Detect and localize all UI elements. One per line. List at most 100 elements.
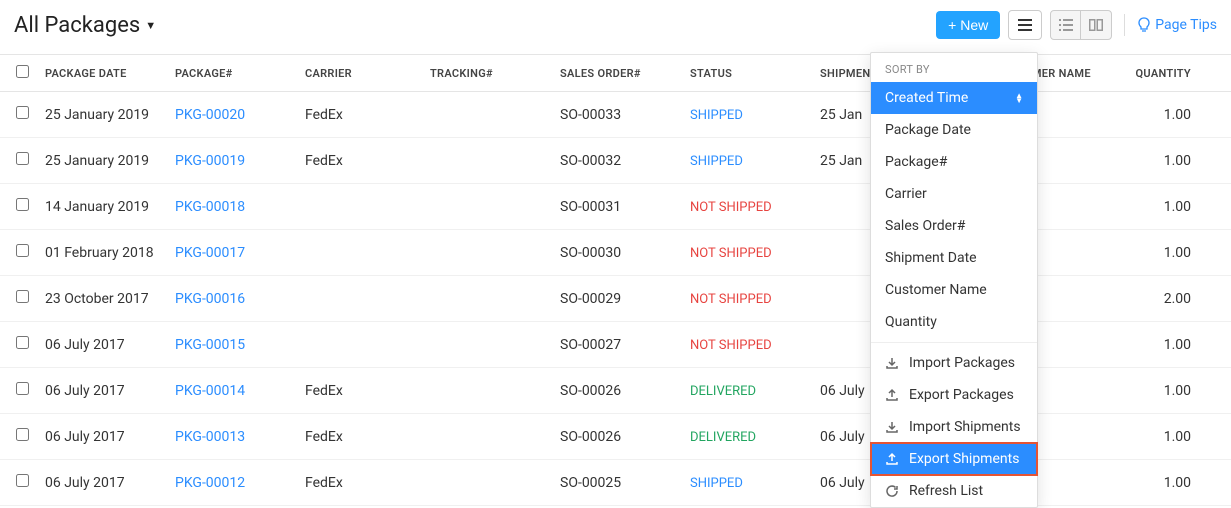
- cell-sales-order: SO-00033: [552, 92, 682, 138]
- select-all-checkbox[interactable]: [16, 65, 29, 78]
- row-checkbox[interactable]: [16, 152, 29, 165]
- column-header-package-num[interactable]: PACKAGE#: [167, 55, 297, 92]
- table-row[interactable]: 23 October 2017PKG-00016SO-00029NOT SHIP…: [0, 276, 1231, 322]
- cell-quantity: 1.00: [1107, 138, 1231, 184]
- sort-option-carrier[interactable]: Carrier: [871, 178, 1037, 210]
- page-title-dropdown[interactable]: All Packages ▼: [14, 13, 156, 38]
- column-header-package-date[interactable]: PACKAGE DATE: [37, 55, 167, 92]
- package-link[interactable]: PKG-00015: [175, 337, 245, 353]
- toolbar: + New Page Tips: [936, 10, 1217, 40]
- cell-package-date: 14 January 2019: [37, 184, 167, 230]
- sort-option-quantity[interactable]: Quantity: [871, 306, 1037, 338]
- action-label: Import Packages: [909, 355, 1015, 371]
- sort-option-package-num[interactable]: Package#: [871, 146, 1037, 178]
- toolbar-divider: [1124, 14, 1125, 36]
- export-icon: [885, 452, 899, 466]
- cell-carrier: FedEx: [297, 138, 422, 184]
- cell-carrier: [297, 230, 422, 276]
- column-header-status[interactable]: STATUS: [682, 55, 812, 92]
- cell-package-date: 06 July 2017: [37, 368, 167, 414]
- cell-quantity: 1.00: [1107, 460, 1231, 506]
- menu-button[interactable]: [1008, 10, 1042, 40]
- table-row[interactable]: 14 January 2019 PKG-00018 SO-00031 NOT SHIP…: [0, 184, 1231, 230]
- package-link[interactable]: PKG-00014: [175, 383, 245, 399]
- cell-sales-order: SO-00025: [552, 460, 682, 506]
- cell-tracking: [422, 414, 552, 460]
- cell-tracking: [422, 322, 552, 368]
- table-row[interactable]: 01 February 2018PKG-00017SO-00030NOT SHI…: [0, 230, 1231, 276]
- kanban-view-button[interactable]: [1081, 11, 1111, 39]
- action-import-shipments[interactable]: Import Shipments: [871, 411, 1037, 443]
- status-badge: SHIPPED: [690, 108, 743, 123]
- cell-tracking: [422, 460, 552, 506]
- column-header-sales-order[interactable]: SALES ORDER#: [552, 55, 682, 92]
- cell-tracking: [422, 138, 552, 184]
- sort-option-shipment-date[interactable]: Shipment Date: [871, 242, 1037, 274]
- cell-quantity: 1.00: [1107, 414, 1231, 460]
- status-badge: NOT SHIPPED: [690, 292, 772, 307]
- table-row[interactable]: 06 July 2017PKG-00015SO-00027NOT SHIPPED…: [0, 322, 1231, 368]
- page-tips-link[interactable]: Page Tips: [1137, 17, 1217, 33]
- cell-carrier: [297, 276, 422, 322]
- package-link[interactable]: PKG-00012: [175, 475, 245, 491]
- column-header-carrier[interactable]: CARRIER: [297, 55, 422, 92]
- hamburger-icon: [1018, 19, 1032, 31]
- import-icon: [885, 356, 899, 370]
- cell-quantity: 1.00: [1107, 184, 1231, 230]
- sort-option-sales-order[interactable]: Sales Order#: [871, 210, 1037, 242]
- cell-sales-order: SO-00031: [552, 184, 682, 230]
- dropdown-header: SORT BY: [871, 53, 1037, 82]
- sort-option-label: Shipment Date: [885, 250, 977, 266]
- package-link[interactable]: PKG-00017: [175, 245, 245, 261]
- sort-option-customer-name[interactable]: Customer Name: [871, 274, 1037, 306]
- row-checkbox[interactable]: [16, 336, 29, 349]
- row-checkbox[interactable]: [16, 244, 29, 257]
- caret-down-icon: ▼: [145, 19, 156, 32]
- cell-carrier: FedEx: [297, 92, 422, 138]
- package-link[interactable]: PKG-00018: [175, 199, 245, 215]
- row-checkbox[interactable]: [16, 382, 29, 395]
- page-title-text: All Packages: [14, 13, 140, 38]
- status-badge: NOT SHIPPED: [690, 200, 772, 215]
- cell-tracking: [422, 368, 552, 414]
- cell-quantity: 1.00: [1107, 322, 1231, 368]
- package-link[interactable]: PKG-00019: [175, 153, 245, 169]
- table-row[interactable]: 25 January 2019PKG-00020FedExSO-00033SHI…: [0, 92, 1231, 138]
- package-link[interactable]: PKG-00016: [175, 291, 245, 307]
- sort-option-label: Quantity: [885, 314, 937, 330]
- page-header: All Packages ▼ + New Page Tips: [0, 0, 1231, 54]
- list-view-button[interactable]: [1051, 11, 1081, 39]
- cell-carrier: FedEx: [297, 368, 422, 414]
- table-row[interactable]: 06 July 2017PKG-00013FedExSO-00026DELIVE…: [0, 414, 1231, 460]
- sort-option-label: Package Date: [885, 122, 971, 138]
- list-icon: [1059, 19, 1073, 31]
- package-link[interactable]: PKG-00013: [175, 429, 245, 445]
- row-checkbox[interactable]: [16, 428, 29, 441]
- cell-package-date: 06 July 2017: [37, 414, 167, 460]
- action-import-packages[interactable]: Import Packages: [871, 347, 1037, 379]
- sort-direction-icon: ▲▼: [1015, 93, 1023, 103]
- table-row[interactable]: 06 July 2017PKG-00012FedExSO-00025SHIPPE…: [0, 460, 1231, 506]
- row-checkbox[interactable]: [16, 290, 29, 303]
- sort-option-label: Customer Name: [885, 282, 987, 298]
- row-checkbox[interactable]: [16, 106, 29, 119]
- sort-option-label: Sales Order#: [885, 218, 965, 234]
- status-badge: DELIVERED: [690, 384, 756, 399]
- action-refresh-list[interactable]: Refresh List: [871, 475, 1037, 507]
- row-checkbox[interactable]: [16, 198, 29, 211]
- sort-option-created-time[interactable]: Created Time ▲▼: [871, 82, 1037, 114]
- status-badge: DELIVERED: [690, 430, 756, 445]
- column-header-quantity[interactable]: QUANTITY: [1107, 55, 1231, 92]
- row-checkbox[interactable]: [16, 474, 29, 487]
- table-row[interactable]: 06 July 2017PKG-00014FedExSO-00026DELIVE…: [0, 368, 1231, 414]
- action-export-shipments[interactable]: Export Shipments: [871, 443, 1037, 475]
- action-export-packages[interactable]: Export Packages: [871, 379, 1037, 411]
- new-button[interactable]: + New: [936, 11, 1000, 39]
- cell-quantity: 1.00: [1107, 230, 1231, 276]
- cell-carrier: [297, 184, 422, 230]
- column-header-tracking[interactable]: TRACKING#: [422, 55, 552, 92]
- cell-sales-order: SO-00029: [552, 276, 682, 322]
- table-row[interactable]: 25 January 2019PKG-00019FedExSO-00032SHI…: [0, 138, 1231, 184]
- package-link[interactable]: PKG-00020: [175, 107, 245, 123]
- sort-option-package-date[interactable]: Package Date: [871, 114, 1037, 146]
